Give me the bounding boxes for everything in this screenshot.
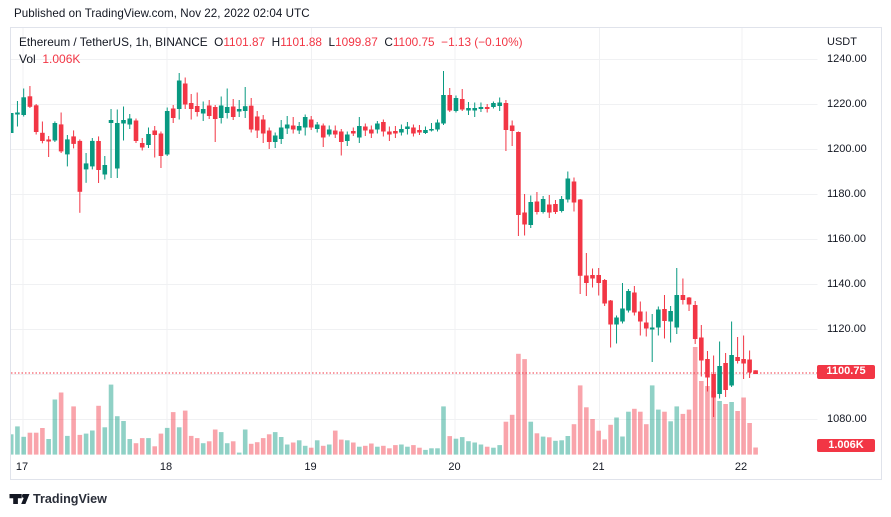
- svg-text:TradingView: TradingView: [33, 492, 107, 506]
